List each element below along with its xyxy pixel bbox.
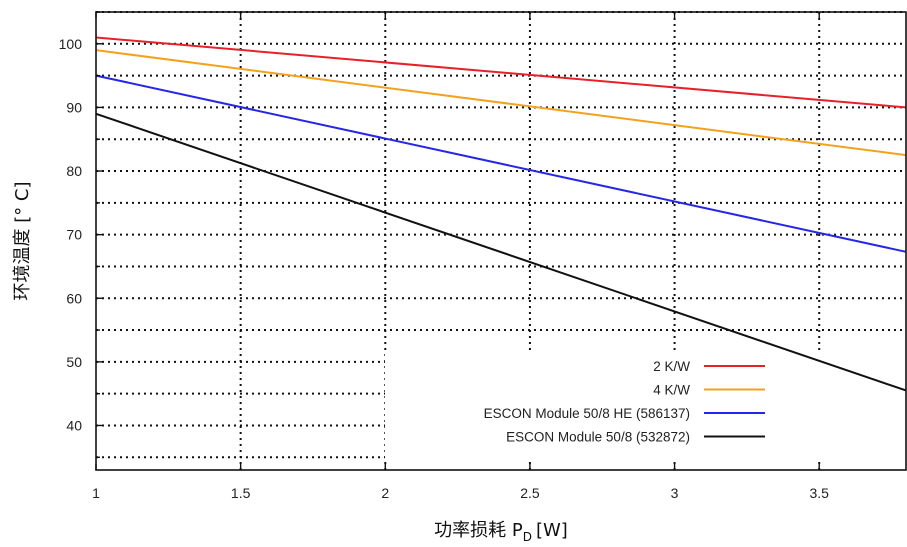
y-tick-label: 90 (66, 99, 82, 115)
grid-lines (96, 11, 906, 470)
series-line (95, 36, 907, 109)
y-tick-label: 60 (66, 290, 82, 306)
y-tick-label: 100 (59, 36, 83, 52)
x-tick-label: 1.5 (231, 485, 251, 501)
x-axis-label-main: 功率损耗 P (434, 520, 523, 541)
y-tick-label: 80 (66, 163, 82, 179)
series-line (95, 74, 907, 253)
y-tick-label: 40 (66, 417, 82, 433)
x-tick-label: 3.5 (809, 485, 829, 501)
x-axis-label-unit: [W] (536, 520, 568, 541)
legend-label: 4 K/W (653, 383, 690, 398)
plot-area-frame (95, 11, 907, 471)
x-tick-label: 3 (671, 485, 679, 501)
series-lines (95, 36, 907, 392)
legend: 2 K/W 4 K/W ESCON Module 50/8 HE (586137) E… (484, 359, 765, 445)
legend-background (385, 352, 904, 460)
x-tick-label: 1 (92, 485, 100, 501)
legend-label: ESCON Module 50/8 HE (586137) (484, 406, 690, 421)
x-axis-label: 功率损耗 PD [W] (434, 520, 568, 544)
y-tick-label: 70 (66, 227, 82, 243)
legend-label: ESCON Module 50/8 (532872) (506, 430, 690, 445)
x-tick-label: 2 (381, 485, 389, 501)
series-line (95, 112, 907, 392)
y-tick-label: 50 (66, 354, 82, 370)
axis-ticks: 1 1.5 2 2.5 3 3.5 40 50 60 70 80 90 100 (59, 11, 829, 501)
x-tick-label: 2.5 (520, 485, 540, 501)
legend-label: 2 K/W (653, 359, 690, 374)
series-line (95, 49, 907, 157)
y-axis-label: 环境温度 [° C] (12, 181, 33, 300)
x-axis-label-subscript: D (523, 530, 532, 544)
